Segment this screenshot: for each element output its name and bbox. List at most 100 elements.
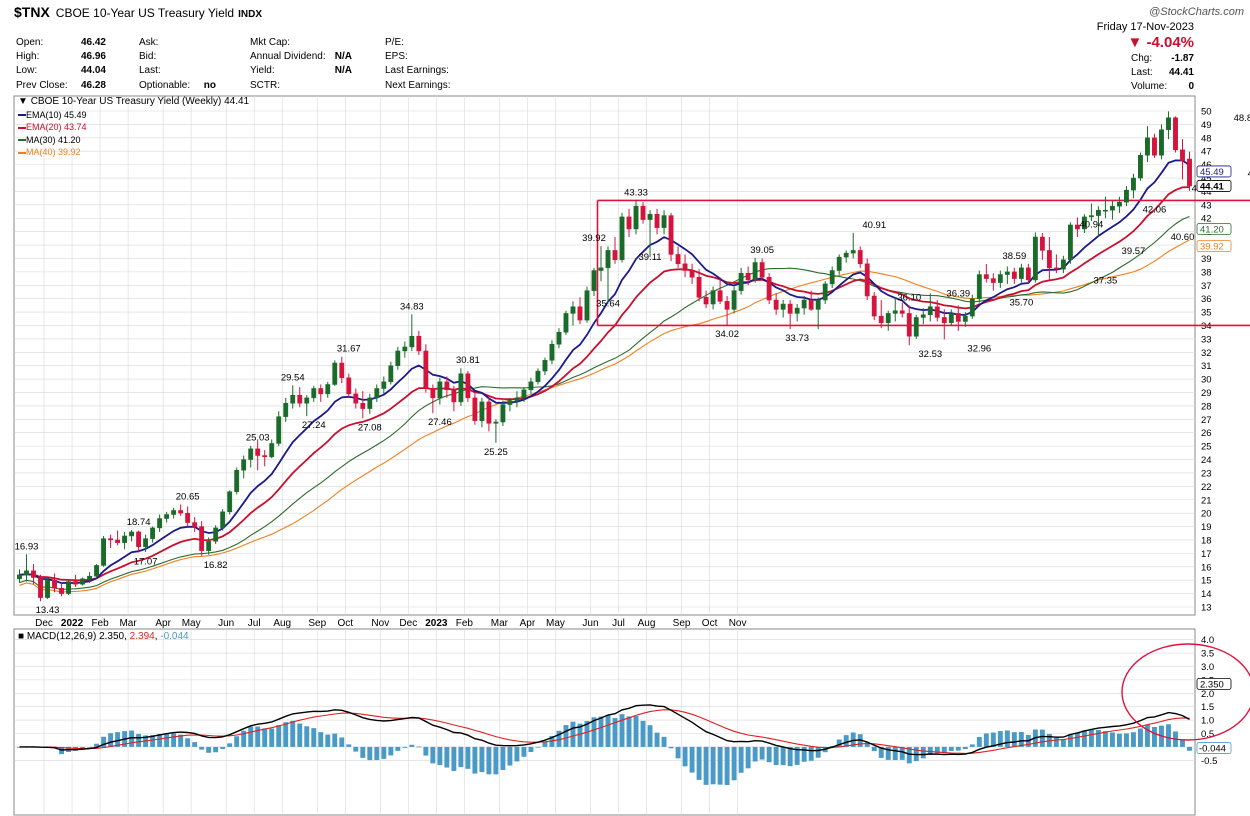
candle bbox=[577, 297, 583, 325]
macd-histogram-bar bbox=[815, 746, 821, 758]
legend-ma40-text: MA(40) 39.92 bbox=[26, 147, 81, 158]
macd-histogram-bar bbox=[584, 720, 590, 747]
candle bbox=[129, 530, 135, 542]
macd-histogram-bar bbox=[962, 746, 968, 750]
candle bbox=[381, 376, 387, 394]
candle-body bbox=[136, 531, 142, 547]
candle bbox=[192, 517, 198, 532]
y-tick-label: 15 bbox=[1201, 576, 1212, 587]
macd-histogram-bar bbox=[220, 746, 226, 749]
candle bbox=[178, 504, 184, 516]
candle bbox=[311, 385, 317, 402]
macd-histogram-bar bbox=[521, 746, 527, 757]
candle-body bbox=[31, 570, 36, 578]
macd-histogram-bar bbox=[983, 733, 989, 747]
macd-histogram-bar bbox=[528, 746, 534, 752]
candle-body bbox=[38, 577, 43, 598]
candle bbox=[738, 267, 744, 295]
candle-body bbox=[353, 393, 359, 404]
price-annotation: 27.24 bbox=[302, 420, 326, 431]
candle bbox=[269, 439, 275, 459]
macd-histogram-bar bbox=[213, 746, 219, 753]
candle-body bbox=[822, 283, 828, 301]
macd-histogram-bar bbox=[696, 746, 702, 780]
chg-value: -1.87 bbox=[1171, 53, 1194, 64]
macd-histogram-bar bbox=[752, 746, 758, 762]
x-tick-label: May bbox=[546, 618, 565, 629]
candle bbox=[1110, 200, 1115, 220]
candle-body bbox=[17, 574, 22, 580]
macd-histogram-bar bbox=[1004, 730, 1010, 747]
candle bbox=[836, 254, 842, 275]
macd-histogram-bar bbox=[1011, 732, 1017, 747]
candle-body bbox=[591, 270, 597, 291]
macd-histogram-bar bbox=[997, 731, 1003, 747]
price-grid: 13 14 15 16 17 18 19 20 21 22 23 24 25 26 27 28 29 30 31 32… bbox=[14, 96, 1212, 815]
candle-body bbox=[654, 213, 660, 228]
macd-histogram-bar bbox=[395, 746, 401, 751]
candle bbox=[535, 368, 541, 385]
candle-body bbox=[542, 360, 548, 372]
candle-body bbox=[794, 307, 800, 314]
macd-histogram-bar bbox=[297, 723, 303, 747]
macd-histogram-bar bbox=[360, 746, 366, 758]
macd-histogram-bar bbox=[640, 720, 646, 747]
macd-legend-name: MACD(12,26,9) bbox=[26, 631, 97, 642]
macd-line bbox=[19, 704, 1190, 756]
macd-histogram-bar bbox=[402, 746, 408, 748]
candle-body bbox=[164, 514, 170, 519]
y-tick-label: 39 bbox=[1201, 254, 1212, 265]
macd-histogram-bar bbox=[941, 746, 947, 754]
candle bbox=[829, 266, 835, 288]
ema10-swatch bbox=[18, 114, 26, 117]
candle bbox=[920, 308, 926, 325]
macd-tick-label: 0.5 bbox=[1201, 729, 1214, 740]
candle-body bbox=[829, 270, 835, 285]
macd-histogram-bar bbox=[871, 746, 877, 752]
candle bbox=[941, 309, 947, 340]
candle bbox=[969, 294, 975, 319]
x-tick-label: Feb bbox=[91, 618, 109, 629]
candle-body bbox=[941, 317, 947, 324]
macd-panel: -0.50.00.51.01.52.02.53.03.54.02.350-0.0… bbox=[14, 635, 1250, 786]
symbol: $TNX bbox=[14, 4, 50, 20]
y-tick-label: 43 bbox=[1201, 200, 1212, 211]
price-panel-frame bbox=[13, 95, 1196, 616]
x-tick-label: Jul bbox=[612, 618, 625, 629]
value-tag-text: 41.20 bbox=[1200, 224, 1224, 235]
macd-histogram-bar bbox=[920, 746, 926, 759]
macd-histogram-bar bbox=[780, 746, 786, 766]
candle-body bbox=[906, 313, 912, 337]
x-tick-label: Nov bbox=[371, 618, 389, 629]
last-earnings-label: Last Earnings: bbox=[385, 65, 449, 76]
macd-histogram-bar bbox=[339, 737, 345, 747]
candle bbox=[507, 397, 513, 412]
macd-histogram-bar bbox=[444, 746, 450, 768]
candle bbox=[52, 573, 57, 593]
candle-body bbox=[171, 510, 177, 515]
value-tag-box bbox=[1196, 240, 1232, 253]
macd-histogram-bar bbox=[934, 746, 940, 754]
candle-body bbox=[521, 389, 527, 399]
right-value-tags: 45.49 44.41 41.20 39.92 bbox=[1196, 165, 1232, 253]
price-annotation: 34.02 bbox=[715, 329, 739, 340]
macd-histogram-bar bbox=[1067, 734, 1073, 747]
macd-histogram-bar bbox=[619, 714, 625, 747]
candle-body bbox=[311, 388, 317, 399]
y-tick-label: 45 bbox=[1201, 174, 1212, 185]
y-tick-label: 27 bbox=[1201, 415, 1212, 426]
prev-close-value: 46.28 bbox=[80, 80, 106, 91]
legend-ema20: EMA(20) 43.74 bbox=[18, 121, 249, 134]
y-tick-label: 19 bbox=[1201, 522, 1212, 533]
candle-body bbox=[836, 256, 842, 271]
candle bbox=[668, 212, 674, 262]
candle bbox=[1159, 124, 1164, 160]
candle-body bbox=[416, 335, 422, 352]
candle-body bbox=[738, 272, 744, 291]
candle bbox=[591, 267, 597, 296]
next-earnings-label: Next Earnings: bbox=[385, 80, 451, 91]
candle-body bbox=[304, 397, 310, 404]
macd-histogram-bar bbox=[626, 716, 632, 747]
candle-body bbox=[423, 350, 429, 389]
